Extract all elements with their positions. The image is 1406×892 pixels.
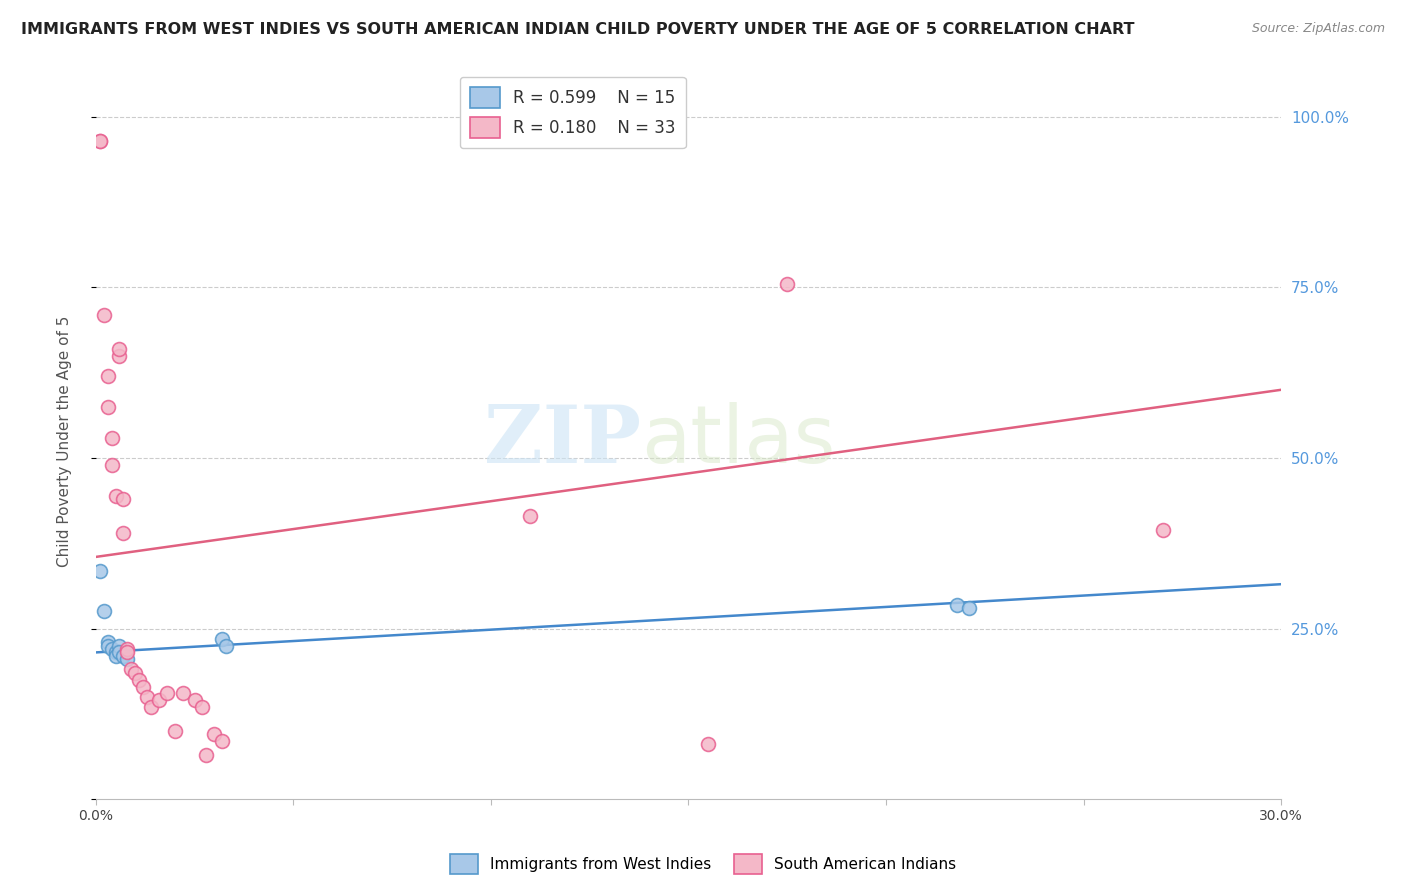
Point [97,369,120,384]
Point [128,673,150,687]
Point [163,723,186,738]
Point [108,639,131,653]
Text: ZIP: ZIP [484,402,641,480]
Point [112,491,135,506]
Point [1152,523,1174,537]
Point [957,601,980,615]
Point [117,642,139,657]
Point [136,690,159,704]
Point [108,349,131,363]
Point [519,508,541,523]
Point [211,734,233,748]
Point [172,686,194,700]
Legend: Immigrants from West Indies, South American Indians: Immigrants from West Indies, South Ameri… [444,848,962,880]
Point [97,400,120,414]
Point [89,134,111,148]
Point [776,277,799,291]
Point [112,526,135,541]
Point [100,458,122,472]
Point [117,652,139,666]
Point [148,693,170,707]
Point [156,686,179,700]
Point [120,663,142,677]
Point [100,431,122,445]
Point [132,680,155,694]
Y-axis label: Child Poverty Under the Age of 5: Child Poverty Under the Age of 5 [58,315,72,566]
Point [108,645,131,659]
Point [89,134,111,148]
Point [697,738,720,752]
Point [215,639,238,653]
Point [124,665,146,680]
Point [93,308,115,322]
Legend: R = 0.599    N = 15, R = 0.180    N = 33: R = 0.599 N = 15, R = 0.180 N = 33 [460,77,686,148]
Point [946,598,969,612]
Point [100,642,122,657]
Text: Source: ZipAtlas.com: Source: ZipAtlas.com [1251,22,1385,36]
Point [112,648,135,663]
Point [202,727,225,741]
Point [104,648,127,663]
Text: atlas: atlas [641,402,835,480]
Point [104,489,127,503]
Point [195,747,218,762]
Point [97,635,120,649]
Point [108,342,131,356]
Point [211,632,233,646]
Point [97,639,120,653]
Point [93,605,115,619]
Point [89,564,111,578]
Point [117,645,139,659]
Point [139,700,162,714]
Point [191,700,214,714]
Point [104,645,127,659]
Point [183,693,205,707]
Text: IMMIGRANTS FROM WEST INDIES VS SOUTH AMERICAN INDIAN CHILD POVERTY UNDER THE AGE: IMMIGRANTS FROM WEST INDIES VS SOUTH AME… [21,22,1135,37]
